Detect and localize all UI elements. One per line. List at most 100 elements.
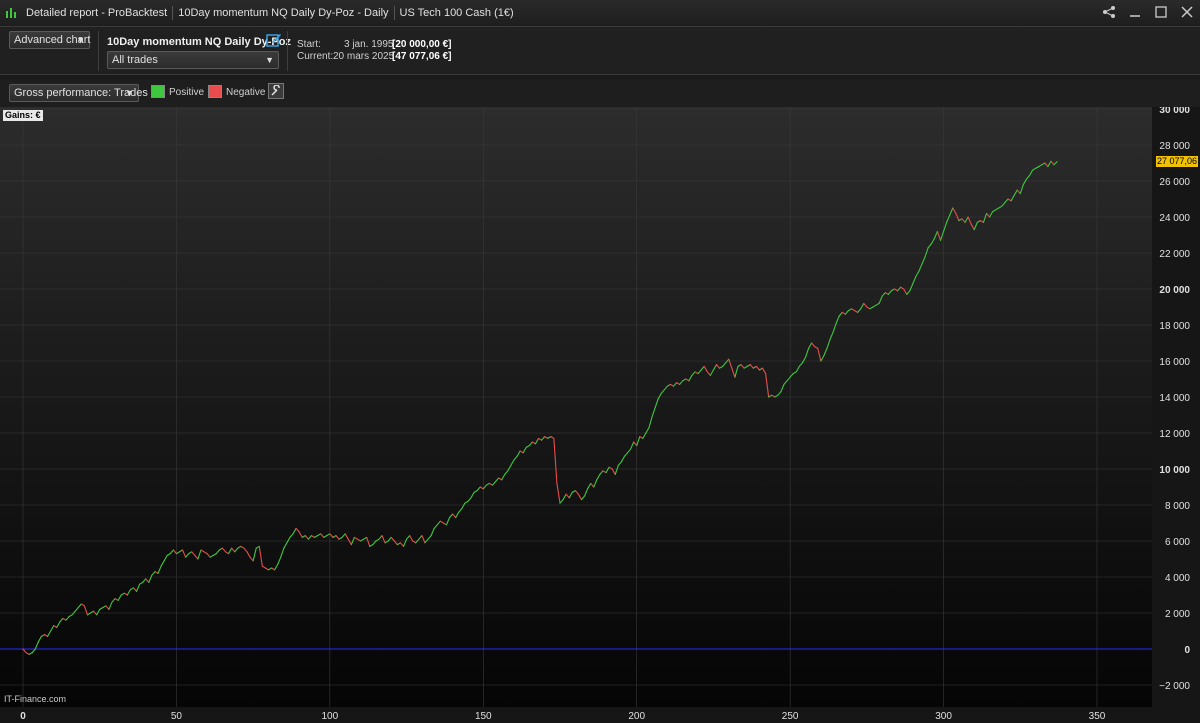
- positive-trade-segment: [780, 383, 785, 393]
- positive-trade-segment: [467, 497, 472, 502]
- positive-trade-segment: [660, 389, 665, 394]
- negative-trade-segment: [850, 308, 856, 312]
- positive-trade-segment: [510, 459, 515, 466]
- chevron-down-icon: ▼: [265, 55, 274, 65]
- positive-trade-segment: [571, 490, 576, 493]
- positive-trade-segment: [964, 216, 969, 223]
- y-tick-label: 24 000: [1159, 213, 1190, 224]
- positive-trade-segment: [1053, 161, 1058, 166]
- positive-trade-segment: [56, 621, 61, 628]
- negative-trade-segment: [841, 311, 846, 315]
- negative-trade-segment: [258, 545, 263, 567]
- wrench-icon[interactable]: [268, 83, 284, 99]
- positive-trade-segment: [881, 292, 886, 297]
- positive-trade-segment: [482, 484, 487, 490]
- positive-trade-segment: [289, 533, 294, 538]
- negative-trade-segment: [80, 603, 85, 607]
- negative-trade-segment: [565, 493, 570, 499]
- positive-trade-segment: [102, 605, 107, 609]
- positive-trade-segment: [927, 243, 932, 249]
- positive-trade-segment: [37, 635, 42, 643]
- close-icon[interactable]: [1180, 5, 1194, 19]
- x-tick-label: 250: [782, 711, 799, 722]
- trades-filter-select[interactable]: All trades ▼: [107, 51, 279, 69]
- edit-system-icon[interactable]: [266, 32, 282, 48]
- negative-trade-segment: [706, 371, 711, 376]
- positive-trade-segment: [626, 448, 632, 454]
- x-tick-label: 150: [475, 711, 492, 722]
- positive-trade-segment: [995, 207, 1000, 211]
- title-bar: Detailed report - ProBacktest 10Day mome…: [0, 0, 1200, 27]
- positive-trade-segment: [40, 634, 46, 637]
- positive-trade-segment: [424, 538, 429, 544]
- positive-trade-segment: [820, 355, 825, 362]
- negative-trade-segment: [556, 482, 561, 504]
- positive-trade-segment: [135, 583, 141, 592]
- positive-trade-segment: [46, 630, 52, 637]
- chevron-down-icon: ▼: [76, 35, 85, 45]
- minimize-icon[interactable]: [1128, 5, 1142, 19]
- positive-trade-segment: [1032, 167, 1037, 171]
- positive-trade-segment: [568, 491, 573, 499]
- negative-trade-segment: [715, 364, 721, 369]
- performance-select[interactable]: Gross performance: Trades ▼: [9, 84, 148, 102]
- y-tick-label: 8 000: [1165, 501, 1190, 512]
- negative-trade-segment: [985, 212, 991, 218]
- negative-trade-segment: [884, 292, 889, 295]
- negative-trade-segment: [344, 533, 349, 540]
- negative-trade-segment: [114, 598, 119, 601]
- positive-trade-segment: [654, 398, 659, 409]
- negative-trade-segment: [765, 373, 770, 398]
- negative-trade-segment: [200, 549, 205, 553]
- negative-trade-segment: [310, 535, 316, 538]
- negative-trade-segment: [231, 547, 236, 553]
- negative-trade-segment: [893, 288, 899, 292]
- positive-trade-segment: [129, 587, 135, 591]
- negative-trade-segment: [409, 535, 414, 542]
- positive-trade-segment: [786, 376, 791, 382]
- positive-trade-segment: [783, 380, 788, 385]
- positive-trade-segment: [528, 441, 533, 447]
- positive-trade-segment: [725, 358, 730, 364]
- positive-trade-segment: [252, 547, 257, 562]
- positive-trade-segment: [375, 538, 380, 542]
- positive-trade-segment: [541, 436, 546, 441]
- toolbar-divider: [98, 31, 99, 71]
- positive-color-swatch[interactable]: [151, 85, 165, 98]
- maximize-icon[interactable]: [1154, 5, 1168, 19]
- negative-color-swatch[interactable]: [208, 85, 222, 98]
- positive-trade-segment: [34, 641, 39, 650]
- positive-trade-segment: [752, 365, 757, 369]
- negative-trade-segment: [243, 547, 248, 553]
- positive-trade-segment: [283, 542, 288, 549]
- start-date: 3 jan. 1995: [344, 39, 394, 50]
- positive-trade-segment: [829, 331, 834, 340]
- positive-trade-segment: [495, 477, 500, 483]
- x-tick-label: 100: [322, 711, 339, 722]
- positive-trade-segment: [169, 549, 174, 555]
- positive-trade-segment: [338, 536, 343, 540]
- positive-trade-segment: [522, 446, 527, 454]
- positive-trade-segment: [973, 221, 978, 231]
- share-icon[interactable]: [1102, 5, 1116, 19]
- positive-trade-segment: [166, 553, 171, 556]
- negative-trade-segment: [694, 371, 699, 375]
- positive-trade-segment: [292, 527, 297, 535]
- positive-trade-segment: [280, 547, 285, 558]
- positive-trade-segment: [228, 547, 233, 555]
- positive-trade-segment: [933, 230, 938, 240]
- performance-value: Gross performance: Trades: [14, 87, 148, 99]
- positive-trade-segment: [719, 365, 724, 369]
- positive-trade-segment: [758, 367, 764, 371]
- chart-mode-select[interactable]: Advanced chart ▼: [9, 31, 90, 49]
- positive-trade-segment: [887, 290, 892, 295]
- y-tick-label: 2 000: [1165, 609, 1190, 620]
- negative-trade-segment: [304, 535, 309, 540]
- positive-trade-segment: [651, 407, 656, 418]
- negative-trade-segment: [132, 587, 138, 592]
- negative-trade-segment: [814, 346, 819, 349]
- positive-trade-segment: [197, 549, 202, 560]
- positive-trade-segment: [614, 464, 619, 475]
- y-tick-label: −2 000: [1159, 681, 1190, 692]
- positive-trade-segment: [642, 432, 647, 439]
